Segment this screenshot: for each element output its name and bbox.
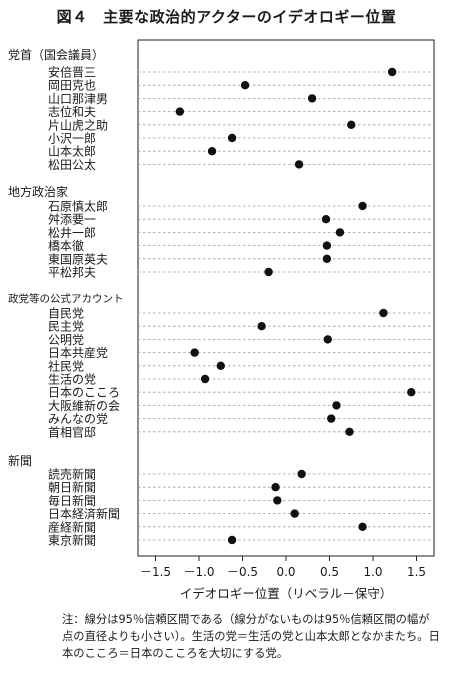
row-label: 日本のこころ: [48, 386, 120, 400]
row-label: 東京新聞: [48, 533, 96, 548]
data-point: [273, 496, 282, 505]
data-point: [345, 427, 354, 436]
data-point: [175, 107, 185, 116]
data-point: [307, 94, 317, 103]
row-label: 松井一郎: [48, 226, 96, 240]
data-point: [327, 414, 336, 423]
row-label: 橋本徹: [48, 238, 84, 253]
data-point: [190, 348, 199, 357]
row-label: 山本太郎: [48, 144, 96, 159]
row-label: みんなの党: [48, 411, 108, 426]
group-header: 地方政治家: [8, 184, 68, 199]
x-tick-label: 0.5: [320, 565, 339, 579]
row-label: 生活の党: [48, 372, 96, 387]
x-tick-label: －0.5: [227, 565, 258, 579]
row-label: 日本共産党: [48, 345, 108, 360]
data-point: [271, 483, 280, 492]
data-point: [322, 254, 332, 263]
group-header: 政党等の公式アカウント: [8, 292, 124, 305]
row-label: 公明党: [48, 332, 84, 347]
row-label: 社民党: [48, 358, 84, 373]
row-label: 大阪維新の会: [48, 398, 120, 413]
row-label: 松田公太: [48, 157, 96, 172]
data-point: [322, 241, 332, 250]
data-point: [227, 535, 237, 545]
row-label: 日本経済新聞: [48, 506, 120, 521]
row-label: 小沢一郎: [48, 132, 96, 146]
data-point: [358, 522, 367, 531]
row-label: 民主党: [48, 319, 84, 334]
row-label: 毎日新聞: [48, 493, 96, 508]
data-point: [264, 267, 273, 277]
row-label: 首相官邸: [48, 424, 96, 439]
data-point: [379, 308, 388, 318]
data-point: [290, 509, 299, 518]
group-header: 党首（国会議員）: [8, 47, 104, 62]
data-point: [332, 401, 341, 410]
data-point: [297, 469, 306, 479]
row-label: 舛添要一: [48, 213, 96, 227]
row-label: 安倍晋三: [48, 65, 96, 80]
row-label: 山口那津男: [48, 92, 108, 106]
plot-frame: [137, 39, 435, 557]
row-label: 片山虎之助: [48, 118, 108, 132]
row-label: 自民党: [48, 306, 84, 321]
data-point: [387, 67, 397, 77]
row-label: 読売新聞: [48, 467, 96, 482]
data-point: [407, 388, 416, 397]
data-point: [216, 361, 225, 370]
row-label: 岡田克也: [48, 79, 96, 93]
data-point: [294, 160, 304, 169]
data-point: [200, 374, 210, 384]
row-label: 東国原英夫: [48, 252, 108, 266]
data-point: [323, 335, 332, 344]
row-label: 志位和夫: [48, 104, 96, 119]
data-point: [257, 322, 266, 331]
x-axis: －1.5 －1.0 －0.5 0.0 0.5 1.0 1.5: [140, 556, 426, 579]
data-point: [335, 228, 345, 237]
data-point: [227, 133, 237, 143]
row-label: 平松邦夫: [48, 266, 96, 280]
data-point: [240, 81, 250, 90]
rows-layer: 党首（国会議員） 安倍晋三岡田克也山口那津男志位和夫片山虎之助小沢一郎山本太郎松田…: [8, 47, 434, 548]
row-label: 朝日新聞: [48, 480, 96, 495]
data-point: [358, 201, 367, 211]
x-tick-label: 0.0: [276, 565, 295, 579]
x-tick-label: －1.0: [183, 565, 214, 579]
figure-title: 図４ 主要な政治的アクターのイデオロギー位置: [56, 8, 397, 26]
data-point: [207, 147, 217, 156]
x-tick-label: 1.0: [363, 565, 382, 579]
data-point: [347, 120, 356, 129]
row-label: 産経新聞: [48, 519, 96, 534]
x-tick-label: －1.5: [140, 565, 171, 579]
x-axis-label: イデオロギー位置（リベラル－保守）: [180, 586, 393, 601]
x-tick-label: 1.5: [407, 565, 426, 579]
figure-note: 注：線分は95％信頼区間である（線分がないものは95％信頼区間の幅が点の直径より…: [62, 613, 440, 660]
group-header: 新聞: [8, 453, 32, 468]
data-point: [321, 215, 331, 224]
row-label: 石原慎太郎: [48, 199, 108, 214]
